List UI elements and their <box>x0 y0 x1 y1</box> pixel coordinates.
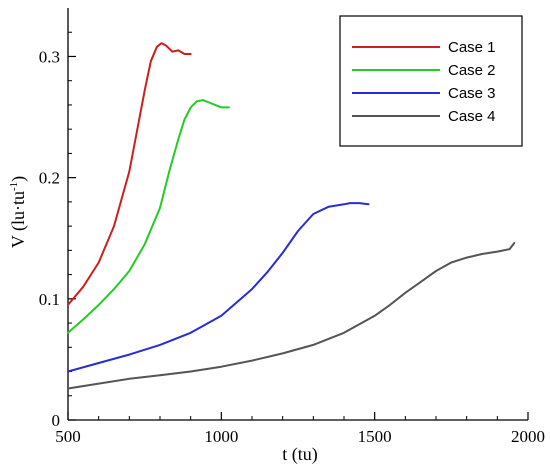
y-tick-label: 0.3 <box>39 47 60 66</box>
legend-label: Case 3 <box>448 85 496 102</box>
y-tick-label: 0.1 <box>39 290 60 309</box>
series-line-2 <box>67 99 230 334</box>
series-line-1 <box>67 42 192 306</box>
y-tick-label: 0 <box>52 411 61 430</box>
x-tick-label: 500 <box>55 427 81 446</box>
x-tick-label: 1000 <box>204 427 238 446</box>
legend-label: Case 4 <box>448 108 496 125</box>
y-axis-label-superscript: -1 <box>8 182 20 191</box>
legend-label: Case 2 <box>448 62 496 79</box>
axes <box>67 8 528 421</box>
series-line-3 <box>67 202 370 373</box>
x-axis-label: t (tu) <box>282 444 318 465</box>
ticks: 500 1000 1500 2000 0 0.1 0.2 0.3 <box>39 31 545 446</box>
series-line-4 <box>67 242 516 390</box>
legend-box <box>339 15 523 147</box>
legend: Case 1 Case 2 Case 3 Case 4 <box>339 15 523 147</box>
y-tick-label: 0.2 <box>39 169 60 188</box>
series-lines <box>67 42 516 390</box>
y-axis-label-main: V (lu·tu <box>8 191 29 248</box>
y-axis-label-close: ) <box>8 176 29 182</box>
x-tick-label: 2000 <box>511 427 545 446</box>
x-tick-label: 1500 <box>358 427 392 446</box>
y-axis-label: V (lu·tu-1) <box>8 176 29 248</box>
legend-label: Case 1 <box>448 39 496 56</box>
